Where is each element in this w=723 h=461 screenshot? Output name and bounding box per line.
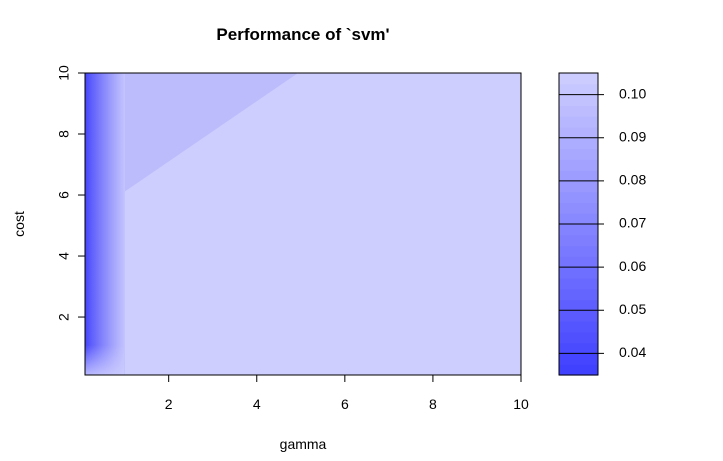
legend-color-band bbox=[559, 224, 598, 236]
legend-tick-label: 0.07 bbox=[619, 215, 646, 231]
heatmap-low-cost-region bbox=[85, 345, 124, 375]
x-tick-label: 4 bbox=[253, 396, 261, 412]
legend-color-band bbox=[559, 256, 598, 268]
x-tick-label: 6 bbox=[341, 396, 349, 412]
legend-tick-label: 0.08 bbox=[619, 172, 646, 188]
legend-color-band bbox=[559, 267, 598, 279]
legend-color-band bbox=[559, 94, 598, 106]
y-tick-label: 10 bbox=[56, 65, 72, 81]
legend-tick-label: 0.05 bbox=[619, 301, 646, 317]
legend-color-band bbox=[559, 180, 598, 193]
plot-area bbox=[85, 73, 521, 375]
legend-color-band bbox=[559, 105, 598, 117]
legend-color-band bbox=[559, 277, 598, 290]
legend-color-band bbox=[559, 202, 598, 214]
heatmap-wedge-region bbox=[124, 73, 298, 192]
legend-color-band bbox=[559, 331, 598, 344]
heatmap-low-gamma-region bbox=[85, 73, 125, 375]
y-axis: 2 4 6 8 10 bbox=[56, 65, 85, 321]
chart-title: Performance of `svm' bbox=[216, 25, 389, 44]
legend-color-band bbox=[559, 137, 598, 150]
legend-color-band bbox=[559, 353, 598, 365]
legend-color-band bbox=[559, 73, 598, 85]
x-axis-title: gamma bbox=[280, 436, 327, 452]
legend-tick-label: 0.06 bbox=[619, 258, 646, 274]
color-legend: 0.04 0.05 0.06 0.07 0.08 0.09 0.10 bbox=[558, 72, 646, 376]
legend-tick-label: 0.10 bbox=[619, 85, 646, 101]
legend-color-band bbox=[559, 288, 598, 301]
legend-color-band bbox=[559, 342, 598, 355]
x-axis: 2 4 6 8 10 bbox=[165, 375, 529, 412]
legend-color-band bbox=[559, 213, 598, 225]
y-tick-label: 2 bbox=[56, 313, 72, 321]
legend-color-band bbox=[559, 83, 598, 96]
legend-color-band bbox=[559, 126, 598, 139]
y-tick-label: 8 bbox=[56, 130, 72, 138]
y-tick-label: 6 bbox=[56, 191, 72, 199]
legend-color-band bbox=[559, 191, 598, 204]
legend-color-band bbox=[559, 170, 598, 182]
legend-color-band bbox=[559, 364, 598, 376]
legend-color-band bbox=[559, 310, 598, 322]
legend-color-band bbox=[559, 116, 598, 128]
legend-color-band bbox=[559, 321, 598, 333]
x-tick-label: 2 bbox=[165, 396, 173, 412]
plot-frame bbox=[84, 72, 522, 376]
y-tick-label: 4 bbox=[56, 252, 72, 260]
legend-tick-label: 0.09 bbox=[619, 128, 646, 144]
legend-tick-label: 0.04 bbox=[619, 344, 646, 360]
x-tick-label: 10 bbox=[513, 396, 529, 412]
x-tick-label: 8 bbox=[429, 396, 437, 412]
legend-color-band bbox=[559, 234, 598, 247]
legend-color-band bbox=[559, 299, 598, 311]
legend-color-band bbox=[559, 245, 598, 257]
y-axis-title: cost bbox=[11, 211, 27, 237]
legend-color-band bbox=[559, 159, 598, 171]
legend-color-band bbox=[559, 148, 598, 160]
